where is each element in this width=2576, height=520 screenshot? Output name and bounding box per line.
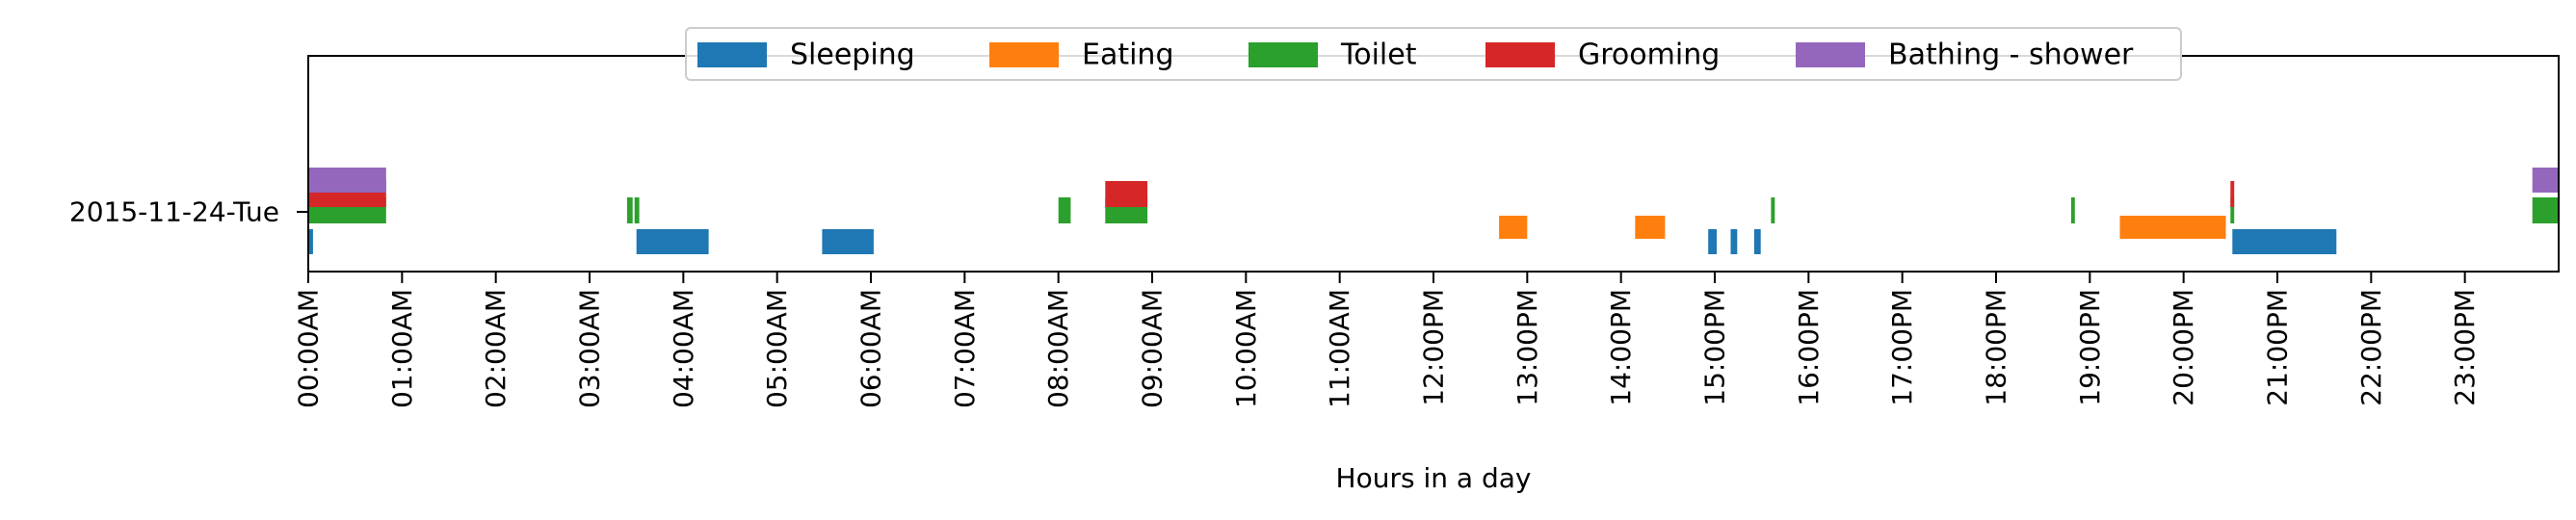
x-tick-label: 16:00PM [1793,289,1825,406]
legend-entry: Toilet [1249,39,1417,72]
bar-bathing-shower [308,168,386,193]
legend-label: Grooming [1578,39,1720,72]
x-tick-label: 12:00PM [1418,289,1450,406]
legend-swatch [1249,42,1318,67]
legend-swatch [1796,42,1865,67]
bar-bathing-shower [2532,168,2559,193]
x-tick-label: 09:00AM [1137,289,1169,408]
bar-sleeping [1730,229,1738,254]
x-tick-label: 18:00PM [1981,289,2012,406]
bar-eating [1499,216,1528,239]
x-tick-label: 02:00AM [480,289,512,408]
bar-grooming [2230,181,2235,207]
legend-swatch [697,42,767,67]
legend-label: Sleeping [790,39,915,72]
bar-toilet [1058,197,1071,223]
bar-sleeping [636,229,709,254]
legend-label: Eating [1082,39,1174,72]
legend-label: Toilet [1340,39,1417,72]
legend-label: Bathing - shower [1888,39,2134,72]
bar-sleeping [822,229,874,254]
x-tick-label: 05:00AM [761,289,793,408]
x-tick-label: 15:00PM [1699,289,1731,406]
x-tick-label: 17:00PM [1886,289,1918,406]
x-tick-label: 07:00AM [949,289,981,408]
x-tick-label: 20:00PM [2168,289,2199,406]
x-tick-label: 03:00AM [574,289,606,408]
x-tick-label: 10:00AM [1230,289,1262,408]
x-tick-label: 04:00AM [668,289,699,408]
legend-entry: Sleeping [697,39,915,72]
x-tick-label: 01:00AM [386,289,418,408]
bar-grooming [1105,181,1148,207]
x-tick-label: 13:00PM [1511,289,1543,406]
x-tick-label: 06:00AM [855,289,887,408]
x-tick-label: 22:00PM [2355,289,2387,406]
bar-toilet [626,197,633,223]
x-tick-label: 00:00AM [293,289,325,408]
bar-toilet [2532,197,2559,223]
x-tick-label: 11:00AM [1324,289,1355,408]
legend: Sleeping Eating Toilet Grooming Bathing - sh… [685,27,2182,81]
bar-toilet [1771,197,1775,223]
bar-sleeping [1753,229,1761,254]
x-tick-label: 23:00PM [2449,289,2481,406]
bar-toilet [2230,197,2235,223]
legend-entry: Bathing - shower [1796,39,2134,72]
legend-entry: Grooming [1485,39,1720,72]
x-axis-label: Hours in a day [1336,462,1532,494]
x-tick-label: 19:00PM [2074,289,2106,406]
activity-bars [308,168,2559,254]
bar-sleeping [1708,229,1717,254]
bar-eating [1635,216,1666,239]
bar-toilet [2070,197,2075,223]
legend-swatch [1485,42,1555,67]
y-axis: 2015-11-24-Tue [69,196,308,228]
legend-swatch [989,42,1059,67]
bar-toilet [634,197,640,223]
bar-eating [2119,216,2226,239]
y-tick-label: 2015-11-24-Tue [69,196,279,228]
bar-sleeping [2232,229,2337,254]
legend-entry: Eating [989,39,1174,72]
x-tick-label: 08:00AM [1042,289,1074,408]
x-tick-label: 21:00PM [2262,289,2294,406]
x-axis: 00:00AM 01:00AM 02:00AM 03:00AM 04:00AM 05:00… [293,272,2481,408]
x-tick-label: 14:00PM [1605,289,1637,406]
bar-sleeping [308,229,313,254]
